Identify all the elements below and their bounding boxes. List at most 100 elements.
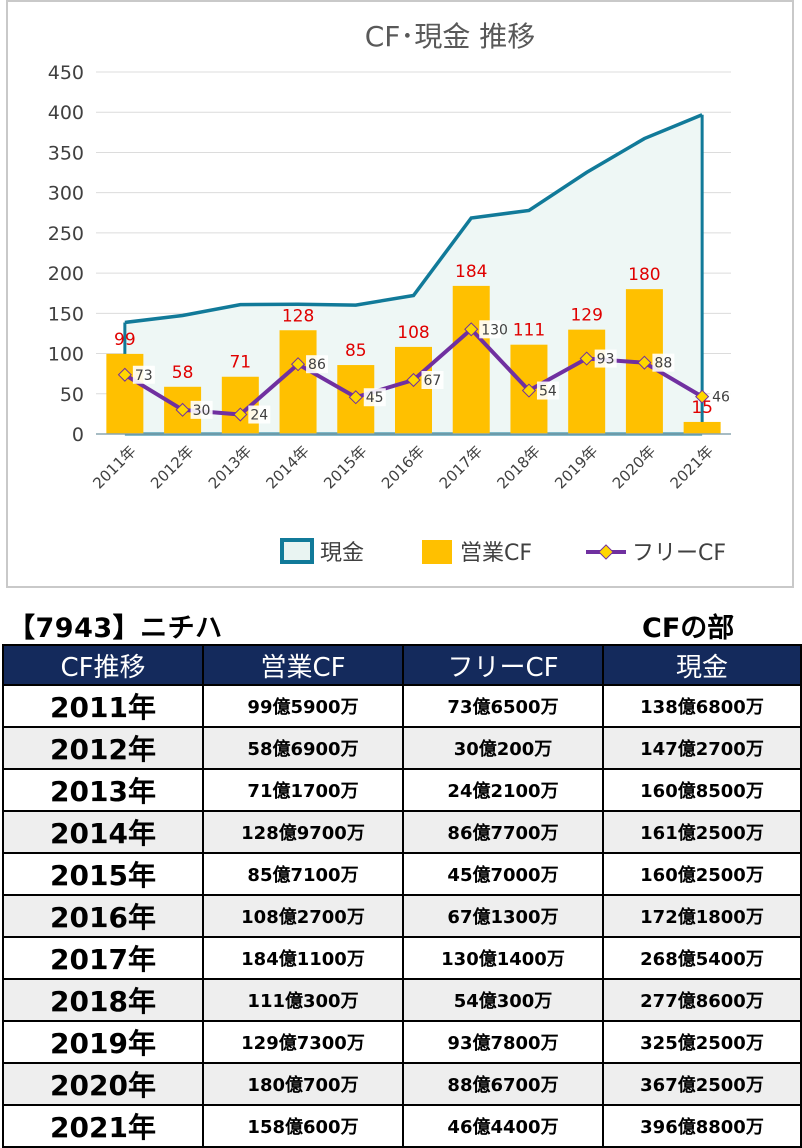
free-cf-marker [464, 322, 479, 337]
cash-cell: 147億2700万 [602, 726, 802, 770]
free-cf-data-label: 54 [539, 384, 557, 400]
chart-panel: CF･現金 推移 99 58 71 128 85 108 184 111 129 180 15 73 3… [6, 0, 794, 588]
free-cf-data-label: 130 [481, 322, 508, 338]
header-cash: 現金 [602, 644, 802, 686]
y-tick-label: 100 [48, 344, 84, 366]
year-cell: 2017年 [2, 936, 204, 980]
operating-cf-cell: 158億600万 [202, 1104, 404, 1148]
year-cell: 2014年 [2, 810, 204, 854]
free-cf-data-label: 93 [597, 352, 615, 368]
operating-cf-data-label: 128 [282, 306, 314, 326]
table-row: 2019年 129億7300万 93億7800万 325億2500万 [2, 1020, 802, 1064]
free-cf-cell: 24億2100万 [402, 768, 604, 812]
cash-cell: 325億2500万 [602, 1020, 802, 1064]
year-cell: 2019年 [2, 1020, 204, 1064]
x-tick-label: 2020年 [609, 442, 659, 492]
x-tick-label: 2012年 [147, 442, 197, 492]
operating-cf-data-label: 71 [229, 353, 251, 373]
free-cf-data-label: 73 [135, 368, 153, 384]
operating-cf-cell: 71億1700万 [202, 768, 404, 812]
free-cf-cell: 67億1300万 [402, 894, 604, 938]
operating-cf-cell: 180億700万 [202, 1062, 404, 1106]
operating-cf-data-label: 129 [570, 306, 602, 326]
section-title: CFの部 [642, 613, 735, 644]
operating-cf-cell: 99億5900万 [202, 684, 404, 728]
y-tick-label: 450 [48, 62, 84, 84]
free-cf-data-label: 67 [424, 373, 442, 389]
free-cf-data-label: 30 [193, 403, 211, 419]
x-tick-label: 2018年 [493, 442, 543, 492]
free-cf-marker [233, 407, 248, 422]
table-row: 2020年 180億700万 88億6700万 367億2500万 [2, 1062, 802, 1106]
free-cf-cell: 54億300万 [402, 978, 604, 1022]
free-cf-label-bg [248, 405, 271, 424]
free-cf-marker [290, 357, 306, 372]
operating-cf-data-label: 99 [114, 330, 136, 350]
free-cf-label-bg [594, 349, 617, 368]
operating-cf-cell: 58億6900万 [202, 726, 404, 770]
free-cf-label-bg [306, 355, 329, 374]
cash-cell: 160億2500万 [602, 852, 802, 896]
x-tick-label: 2014年 [263, 442, 313, 492]
free-cf-cell: 88億6700万 [402, 1062, 604, 1106]
legend-free-marker [598, 544, 614, 560]
free-cf-marker [521, 383, 537, 398]
cash-cell: 277億8600万 [602, 978, 802, 1022]
y-tick-label: 350 [48, 142, 84, 164]
year-cell: 2012年 [2, 726, 204, 770]
operating-cf-data-label: 111 [513, 321, 545, 341]
x-tick-label: 2013年 [205, 442, 255, 492]
table-row: 2021年 158億600万 46億4400万 396億8800万 [2, 1104, 802, 1148]
x-tick-label: 2011年 [89, 442, 139, 492]
y-tick-label: 50 [60, 384, 84, 406]
operating-cf-bar [568, 329, 606, 434]
operating-cf-cell: 85億7100万 [202, 852, 404, 896]
y-tick-label: 0 [72, 424, 84, 446]
operating-cf-data-label: 58 [172, 363, 194, 383]
year-cell: 2011年 [2, 684, 204, 728]
cash-cell: 396億8800万 [602, 1104, 802, 1148]
header-free-cf: フリーCF [402, 644, 604, 686]
free-cf-marker [406, 372, 421, 388]
header-cf-trend: CF推移 [2, 644, 204, 686]
free-cf-label-bg [479, 320, 502, 339]
cf-table: CF推移 営業CF フリーCF 現金 2011年 99億5900万 73億6500万… [2, 644, 802, 1148]
year-cell: 2016年 [2, 894, 204, 938]
free-cf-label-bg [421, 370, 444, 389]
free-cf-marker [175, 402, 190, 417]
operating-cf-bar [683, 421, 721, 434]
free-cf-cell: 46億4400万 [402, 1104, 604, 1148]
free-cf-marker [579, 351, 594, 366]
operating-cf-data-label: 85 [345, 341, 367, 361]
free-cf-data-label: 24 [250, 408, 268, 424]
free-cf-data-label: 88 [654, 356, 672, 372]
table-row: 2015年 85億7100万 45億7000万 160億2500万 [2, 852, 802, 896]
free-cf-data-label: 45 [366, 390, 384, 406]
y-tick-label: 400 [48, 102, 84, 124]
operating-cf-cell: 129億7300万 [202, 1020, 404, 1064]
table-row: 2012年 58億6900万 30億200万 147億2700万 [2, 726, 802, 770]
table-row: 2013年 71億1700万 24億2100万 160億8500万 [2, 768, 802, 812]
chart-svg: CF･現金 推移 99 58 71 128 85 108 184 111 129 180 15 73 3… [48, 20, 733, 566]
legend-operating-label: 営業CF [460, 541, 532, 566]
cash-cell: 172億1800万 [602, 894, 802, 938]
operating-cf-cell: 111億300万 [202, 978, 404, 1022]
year-cell: 2015年 [2, 852, 204, 896]
x-tick-label: 2021年 [667, 442, 717, 492]
operating-cf-bar [452, 285, 490, 434]
free-cf-data-label: 86 [308, 357, 326, 373]
cash-cell: 268億5400万 [602, 936, 802, 980]
cash-cell: 160億8500万 [602, 768, 802, 812]
free-cf-cell: 93億7800万 [402, 1020, 604, 1064]
free-cf-label-bg [710, 387, 733, 406]
company-title: 【7943】ニチハ [8, 613, 223, 644]
operating-cf-cell: 184億1100万 [202, 936, 404, 980]
x-tick-label: 2017年 [436, 442, 486, 492]
year-cell: 2018年 [2, 978, 204, 1022]
free-cf-label-bg [190, 400, 213, 419]
x-tick-label: 2016年 [378, 442, 428, 492]
x-tick-label: 2015年 [320, 442, 370, 492]
free-cf-cell: 45億7000万 [402, 852, 604, 896]
operating-cf-data-label: 180 [628, 265, 660, 285]
y-tick-label: 200 [48, 263, 84, 285]
